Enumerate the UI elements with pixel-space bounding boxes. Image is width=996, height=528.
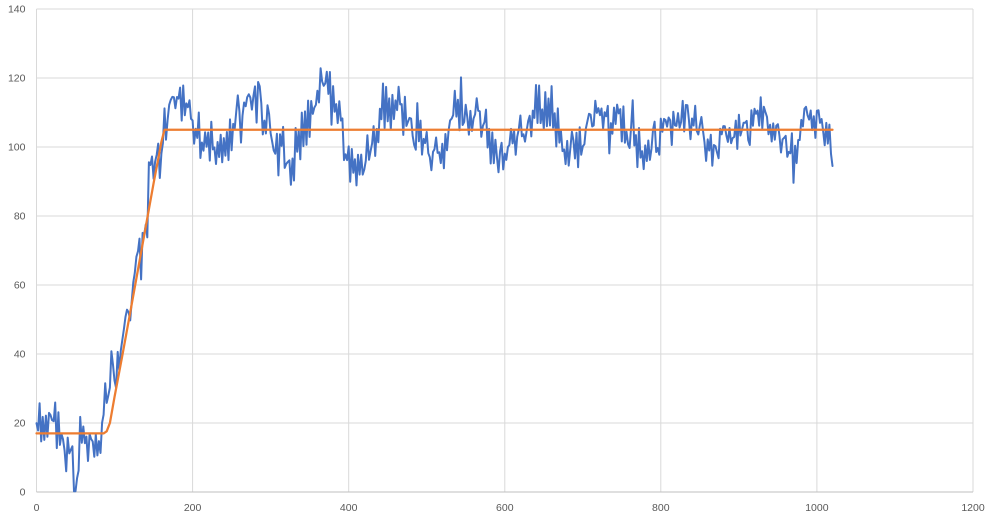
svg-text:100: 100 [8,142,26,154]
svg-text:0: 0 [34,502,40,514]
svg-text:60: 60 [14,280,26,292]
svg-text:120: 120 [8,73,26,85]
svg-text:40: 40 [14,349,26,361]
svg-text:1200: 1200 [961,502,985,514]
svg-text:800: 800 [652,502,670,514]
svg-text:20: 20 [14,418,26,430]
svg-text:80: 80 [14,211,26,223]
svg-text:600: 600 [496,502,514,514]
svg-text:200: 200 [184,502,202,514]
svg-text:400: 400 [340,502,358,514]
svg-text:1000: 1000 [805,502,829,514]
svg-text:140: 140 [8,4,26,16]
svg-text:0: 0 [20,487,26,499]
